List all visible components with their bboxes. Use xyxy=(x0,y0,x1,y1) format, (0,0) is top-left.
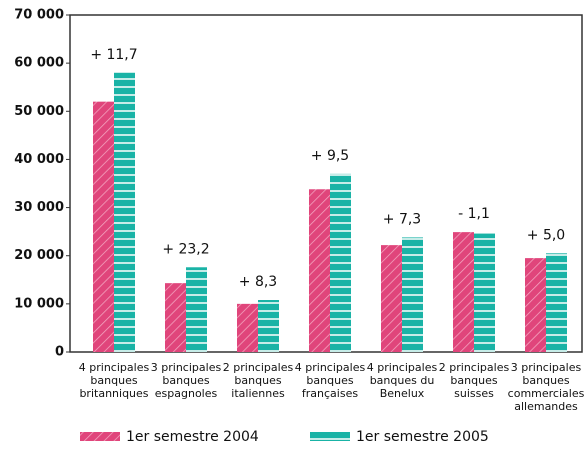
x-tick-label: 4 principales xyxy=(295,361,366,374)
annotation: + 7,3 xyxy=(383,211,421,227)
annotation: + 23,2 xyxy=(162,241,209,257)
legend-label: 1er semestre 2004 xyxy=(126,429,259,445)
bar xyxy=(237,303,258,352)
x-tick-label: 4 principales xyxy=(79,361,150,374)
y-tick-label: 10 000 xyxy=(14,296,64,311)
x-tick-label: banques xyxy=(162,374,209,387)
legend-swatch xyxy=(310,432,350,441)
y-tick-label: 30 000 xyxy=(14,200,64,215)
annotation: + 8,3 xyxy=(239,274,277,290)
y-tick-label: 0 xyxy=(55,345,64,360)
bar xyxy=(453,232,474,352)
x-tick-label: banques xyxy=(306,374,353,387)
bar xyxy=(258,300,279,352)
bar xyxy=(402,237,423,352)
x-tick-label: espagnoles xyxy=(155,387,218,400)
x-tick-label: banques xyxy=(234,374,281,387)
bar xyxy=(186,267,207,352)
bar xyxy=(474,233,495,352)
annotation: + 11,7 xyxy=(90,47,137,63)
x-tick-label: suisses xyxy=(454,387,494,400)
y-tick-label: 20 000 xyxy=(14,248,64,263)
y-tick-label: 70 000 xyxy=(14,8,64,23)
annotation: - 1,1 xyxy=(458,206,490,222)
x-tick-label: françaises xyxy=(302,387,358,400)
x-tick-label: banques du xyxy=(370,374,435,387)
x-tick-label: 2 principales xyxy=(223,361,294,374)
y-tick-label: 60 000 xyxy=(14,56,64,71)
bar xyxy=(381,245,402,352)
annotation: + 5,0 xyxy=(527,227,565,243)
x-tick-label: banques xyxy=(522,374,569,387)
x-tick-label: 2 principales xyxy=(439,361,510,374)
bar xyxy=(525,258,546,352)
x-tick-label: commerciales xyxy=(508,387,584,400)
y-tick-label: 40 000 xyxy=(14,152,64,167)
legend-label: 1er semestre 2005 xyxy=(356,429,489,445)
x-tick-label: britanniques xyxy=(79,387,148,400)
x-tick-label: 3 principales xyxy=(151,361,222,374)
y-tick-label: 50 000 xyxy=(14,104,64,119)
x-tick-label: 4 principales xyxy=(367,361,438,374)
x-tick-label: banques xyxy=(90,374,137,387)
legend-swatch xyxy=(80,432,120,441)
x-tick-label: Benelux xyxy=(380,387,425,400)
bar xyxy=(330,173,351,352)
x-tick-label: 3 principales xyxy=(511,361,582,374)
x-tick-label: banques xyxy=(450,374,497,387)
bar xyxy=(93,101,114,353)
bar xyxy=(165,283,186,352)
x-tick-label: italiennes xyxy=(231,387,285,400)
bar xyxy=(114,72,135,353)
bar xyxy=(309,189,330,352)
annotation: + 9,5 xyxy=(311,148,349,164)
x-tick-label: allemandes xyxy=(514,400,578,413)
bar xyxy=(546,253,567,352)
